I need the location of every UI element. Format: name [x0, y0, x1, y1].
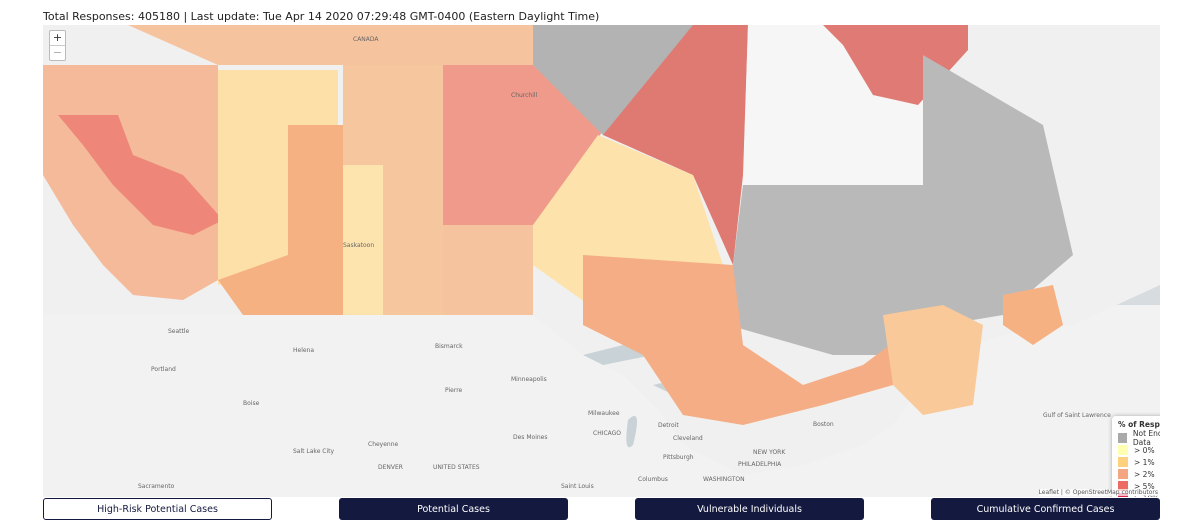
- place-label: Boston: [813, 421, 834, 428]
- region-quebec: [728, 55, 1073, 355]
- place-label: Columbus: [638, 476, 668, 483]
- legend-label: Not Enough Data: [1132, 429, 1160, 447]
- region-ontario-south: [583, 255, 903, 425]
- place-label: Minneapolis: [511, 376, 547, 383]
- place-label: Helena: [293, 347, 314, 354]
- tab-button[interactable]: Potential Cases: [339, 498, 568, 520]
- region-bc-north: [58, 115, 223, 235]
- place-label: Gulf of Saint Lawrence: [1043, 412, 1111, 419]
- place-label: PHILADELPHIA: [738, 461, 782, 468]
- map[interactable]: CANADA Churchill Saskatoon Seattle Portland H…: [43, 25, 1160, 497]
- place-label: Milwaukee: [588, 410, 620, 417]
- place-label: Churchill: [511, 92, 538, 99]
- zoom-in[interactable]: +: [52, 31, 63, 44]
- place-label: Pittsburgh: [663, 454, 694, 461]
- place-label: DENVER: [378, 464, 403, 471]
- place-label: Detroit: [658, 422, 679, 429]
- place-label: Bismarck: [435, 343, 463, 350]
- legend-item: > 0%: [1118, 444, 1160, 456]
- region-hudson: [603, 25, 748, 265]
- status-text: Total Responses: 405180 | Last update: T…: [43, 10, 600, 23]
- region-north: [128, 25, 533, 65]
- zoom-control: + −: [49, 30, 66, 61]
- place-label: CHICAGO: [593, 430, 621, 437]
- tab-button[interactable]: Vulnerable Individuals: [635, 498, 864, 520]
- legend-swatch: [1118, 469, 1128, 479]
- place-label: Boise: [243, 400, 260, 407]
- map-canvas: CANADA Churchill Saskatoon Seattle Portland H…: [43, 25, 1160, 497]
- legend-swatch: [1118, 433, 1127, 443]
- legend-item: > 5%: [1118, 480, 1160, 492]
- zoom-out[interactable]: −: [50, 45, 65, 60]
- attribution: Leaflet | © OpenStreetMap contributors: [1038, 489, 1158, 496]
- legend-label: > 1%: [1134, 457, 1155, 467]
- place-label: Saskatoon: [343, 242, 374, 249]
- legend-item: > 2%: [1118, 468, 1160, 480]
- place-label: CANADA: [353, 36, 379, 43]
- legend-label: > 5%: [1134, 481, 1155, 491]
- place-label: Saint Louis: [561, 483, 594, 490]
- place-label: WASHINGTON: [703, 476, 745, 483]
- tab-button[interactable]: High-Risk Potential Cases: [43, 498, 272, 520]
- place-label: NEW YORK: [753, 449, 786, 456]
- region-sask-east: [343, 165, 383, 315]
- place-label: Salt Lake City: [293, 448, 335, 455]
- place-label: UNITED STATES: [433, 464, 480, 471]
- legend-swatch: [1118, 457, 1128, 467]
- place-label: Cleveland: [673, 435, 703, 442]
- legend-label: > 0%: [1134, 445, 1155, 455]
- legend-label: > 2%: [1134, 469, 1155, 479]
- legend-title: % of Responses: [1118, 420, 1160, 429]
- region-alberta-south: [218, 125, 343, 315]
- place-label: Des Moines: [513, 434, 547, 441]
- legend: % of Responses Not Enough Data> 0% > 1% > …: [1112, 416, 1160, 497]
- region-manitoba-south: [443, 225, 533, 315]
- legend-item: > 1%: [1118, 456, 1160, 468]
- place-label: Portland: [151, 366, 176, 373]
- place-label: Cheyenne: [368, 441, 399, 448]
- tab-bar: High-Risk Potential Cases Potential Cases…: [43, 498, 1160, 520]
- legend-swatch: [1118, 481, 1128, 491]
- place-label: Pierre: [445, 387, 463, 394]
- region-newfoundland: [1003, 285, 1063, 345]
- place-label: Seattle: [168, 328, 190, 335]
- legend-swatch: [1118, 445, 1128, 455]
- legend-item: Not Enough Data: [1118, 429, 1160, 447]
- tab-button[interactable]: Cumulative Confirmed Cases: [931, 498, 1160, 520]
- region-maritimes: [883, 305, 983, 415]
- place-label: Sacramento: [138, 483, 175, 490]
